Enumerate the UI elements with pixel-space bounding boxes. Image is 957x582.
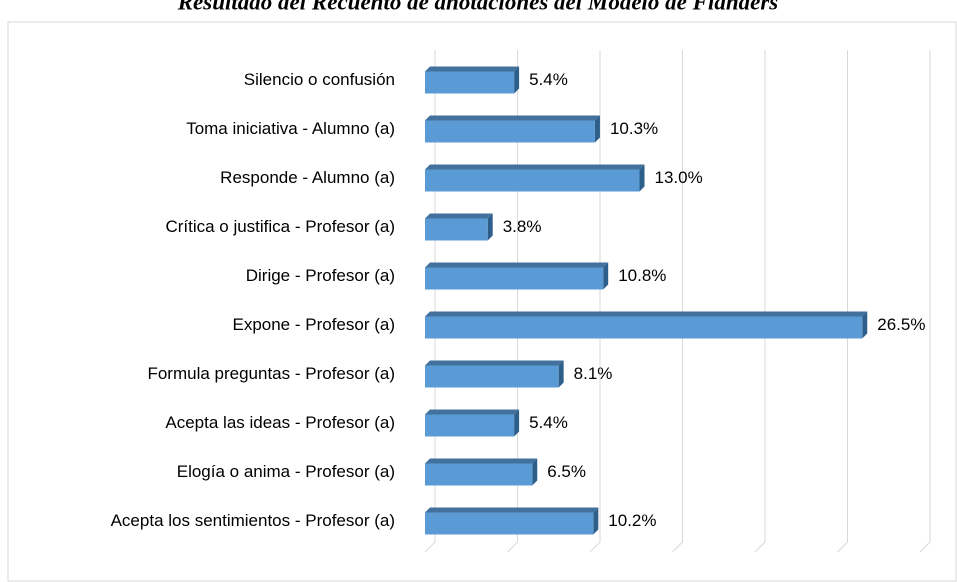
- bar-front: [425, 512, 594, 535]
- y-tick-label: Formula preguntas - Profesor (a): [147, 364, 395, 383]
- bar-front: [425, 414, 515, 437]
- bar-side: [594, 115, 600, 143]
- grid-line: [837, 50, 848, 553]
- data-label: 5.4%: [529, 413, 568, 432]
- bar-top: [425, 360, 564, 366]
- bar-front: [425, 71, 515, 94]
- bar-side: [639, 164, 645, 192]
- grid-line: [754, 50, 766, 553]
- bar-side: [558, 360, 564, 388]
- y-tick-label: Acepta las ideas - Profesor (a): [165, 413, 395, 432]
- bar-top: [425, 66, 520, 72]
- data-label: 6.5%: [547, 462, 586, 481]
- bar: [425, 458, 538, 486]
- bar: [425, 115, 600, 143]
- grid-line: [672, 50, 683, 553]
- data-label: 5.4%: [529, 70, 568, 89]
- y-tick-label: Crítica o justifica - Profesor (a): [165, 217, 395, 236]
- grid-line: [589, 50, 601, 553]
- grid-line: [919, 50, 931, 553]
- bar-front: [425, 169, 640, 192]
- bar-front: [425, 120, 595, 143]
- bar-side: [514, 409, 520, 437]
- bar-front: [425, 267, 604, 290]
- y-tick-label: Toma iniciativa - Alumno (a): [186, 119, 395, 138]
- bar: [425, 360, 564, 388]
- bar-top: [425, 311, 868, 317]
- bar: [425, 213, 493, 241]
- bar-front: [425, 463, 533, 486]
- data-label: 13.0%: [655, 168, 703, 187]
- y-tick-label: Responde - Alumno (a): [220, 168, 395, 187]
- data-label: 8.1%: [574, 364, 613, 383]
- bar-side: [593, 507, 599, 535]
- bar-top: [425, 164, 645, 170]
- chart-border: [7, 21, 957, 582]
- bar-side: [862, 311, 868, 339]
- grid-line: [507, 50, 518, 553]
- bar-top: [425, 262, 609, 268]
- bar-side: [487, 213, 493, 241]
- bar: [425, 507, 599, 535]
- data-label: 3.8%: [503, 217, 542, 236]
- data-label: 26.5%: [877, 315, 925, 334]
- y-tick-label: Acepta los sentimientos - Profesor (a): [111, 511, 395, 530]
- bar-side: [603, 262, 609, 290]
- bar-top: [425, 458, 538, 464]
- chart-title: Resultado del Recuento de anotaciones de…: [177, 0, 779, 14]
- y-tick-label: Dirige - Profesor (a): [246, 266, 395, 285]
- bar-top: [425, 213, 493, 219]
- bar-top: [425, 115, 600, 121]
- data-label: 10.2%: [608, 511, 656, 530]
- bar: [425, 164, 645, 192]
- bar-side: [532, 458, 538, 486]
- bar: [425, 409, 520, 437]
- data-label: 10.8%: [618, 266, 666, 285]
- bar: [425, 311, 868, 339]
- bar: [425, 66, 520, 94]
- bar-front: [425, 365, 559, 388]
- data-label: 10.3%: [610, 119, 658, 138]
- bar-top: [425, 507, 599, 513]
- bar-top: [425, 409, 520, 415]
- y-tick-label: Silencio o confusión: [244, 70, 395, 89]
- y-tick-label: Expone - Profesor (a): [232, 315, 395, 334]
- bar-side: [514, 66, 520, 94]
- bar-front: [425, 218, 488, 241]
- bar: [425, 262, 609, 290]
- y-tick-label: Elogía o anima - Profesor (a): [177, 462, 395, 481]
- bar-front: [425, 316, 863, 339]
